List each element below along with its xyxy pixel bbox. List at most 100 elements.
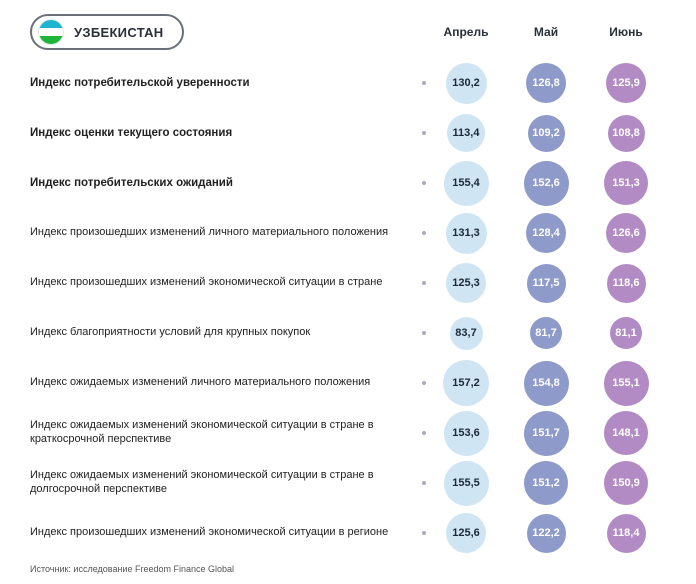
bubble: 155,5 bbox=[444, 461, 489, 506]
row-cells: 157,2 154,8 155,1 bbox=[426, 358, 666, 408]
bubble-cell: 155,1 bbox=[586, 358, 666, 408]
bubble-cell: 150,9 bbox=[586, 458, 666, 508]
table-row: Индекс ожидаемых изменений личного матер… bbox=[30, 358, 666, 408]
bubble-cell: 109,2 bbox=[506, 108, 586, 158]
bubble: 152,6 bbox=[524, 161, 569, 206]
row-connector-icon bbox=[416, 181, 426, 185]
table-row: Индекс произошедших изменений экономичес… bbox=[30, 508, 666, 558]
bubble-value: 148,1 bbox=[612, 427, 640, 439]
bubble-cell: 83,7 bbox=[426, 308, 506, 358]
bubble: 154,8 bbox=[524, 361, 569, 406]
row-connector-icon bbox=[416, 131, 426, 135]
month-header-june: Июнь bbox=[586, 25, 666, 39]
bubble-value: 155,1 bbox=[612, 377, 640, 389]
bubble-value: 126,8 bbox=[532, 77, 560, 89]
bubble: 108,8 bbox=[608, 115, 645, 152]
bubble-value: 128,4 bbox=[532, 227, 560, 239]
bubble: 81,1 bbox=[610, 317, 642, 349]
bubble-value: 151,3 bbox=[612, 177, 640, 189]
row-label: Индекс произошедших изменений экономичес… bbox=[30, 276, 416, 290]
bubble: 83,7 bbox=[450, 317, 483, 350]
row-cells: 130,2 126,8 125,9 bbox=[426, 58, 666, 108]
bubble-value: 155,5 bbox=[452, 477, 480, 489]
bubble-value: 108,8 bbox=[612, 127, 640, 139]
row-connector-icon bbox=[416, 281, 426, 285]
bubble-cell: 153,6 bbox=[426, 408, 506, 458]
row-label: Индекс потребительских ожиданий bbox=[30, 176, 416, 190]
bubble: 148,1 bbox=[604, 411, 648, 455]
bubble: 117,5 bbox=[527, 264, 566, 303]
bubble-cell: 154,8 bbox=[506, 358, 586, 408]
row-cells: 153,6 151,7 148,1 bbox=[426, 408, 666, 458]
bubble: 125,9 bbox=[606, 63, 646, 103]
bubble-value: 150,9 bbox=[612, 477, 640, 489]
bubble-cell: 157,2 bbox=[426, 358, 506, 408]
bubble: 109,2 bbox=[528, 115, 565, 152]
bubble: 128,4 bbox=[526, 213, 566, 253]
row-label: Индекс ожидаемых изменений экономической… bbox=[30, 419, 416, 447]
month-header-may: Май bbox=[506, 25, 586, 39]
bubble-value: 122,2 bbox=[532, 527, 560, 539]
row-connector-icon bbox=[416, 81, 426, 85]
row-connector-icon bbox=[416, 381, 426, 385]
bubble-value: 109,2 bbox=[532, 127, 560, 139]
row-label: Индекс произошедших изменений экономичес… bbox=[30, 526, 416, 540]
bubble: 125,6 bbox=[446, 513, 486, 553]
table-row: Индекс произошедших изменений личного ма… bbox=[30, 208, 666, 258]
table-row: Индекс потребительской уверенности130,21… bbox=[30, 58, 666, 108]
bubble: 153,6 bbox=[444, 411, 489, 456]
row-cells: 155,5151,2150,9 bbox=[426, 458, 666, 508]
month-header-april: Апрель bbox=[426, 25, 506, 39]
bubble: 126,8 bbox=[526, 63, 566, 103]
bubble-cell: 125,9 bbox=[586, 58, 666, 108]
table-row: Индекс оценки текущего состояния 113,4 109… bbox=[30, 108, 666, 158]
row-label: Индекс благоприятности условий для крупн… bbox=[30, 326, 416, 340]
row-label: Индекс ожидаемых изменений личного матер… bbox=[30, 376, 416, 390]
bubble-value: 154,8 bbox=[532, 377, 560, 389]
bubble-cell: 81,7 bbox=[506, 308, 586, 358]
bubble-value: 125,9 bbox=[612, 77, 640, 89]
source-caption: Источник: исследование Freedom Finance G… bbox=[30, 564, 666, 574]
row-cells: 83,7 81,7 81,1 bbox=[426, 308, 666, 358]
bubble-cell: 125,3 bbox=[426, 258, 506, 308]
row-cells: 131,3 128,4 126,6 bbox=[426, 208, 666, 258]
row-label: Индекс оценки текущего состояния bbox=[30, 126, 416, 140]
row-cells: 155,4 152,6 151,3 bbox=[426, 158, 666, 208]
bubble-cell: 151,7 bbox=[506, 408, 586, 458]
bubble: 151,7 bbox=[524, 411, 569, 456]
bubble-cell: 122,2 bbox=[506, 508, 586, 558]
bubble-value: 125,6 bbox=[452, 527, 480, 539]
bubble-cell: 126,6 bbox=[586, 208, 666, 258]
bubble-value: 157,2 bbox=[452, 377, 480, 389]
bubble: 125,3 bbox=[446, 263, 486, 303]
month-headers: Апрель Май Июнь bbox=[426, 25, 666, 39]
bubble-value: 81,7 bbox=[535, 327, 556, 339]
bubble-cell: 113,4 bbox=[426, 108, 506, 158]
flag-uzbekistan-icon bbox=[38, 19, 64, 45]
row-cells: 113,4 109,2 108,8 bbox=[426, 108, 666, 158]
bubble-cell: 148,1 bbox=[586, 408, 666, 458]
bubble-value: 125,3 bbox=[452, 277, 480, 289]
bubble-cell: 108,8 bbox=[586, 108, 666, 158]
table-row: Индекс потребительских ожиданий 155,4 152,… bbox=[30, 158, 666, 208]
bubble-cell: 118,6 bbox=[586, 258, 666, 308]
bubble: 113,4 bbox=[447, 114, 485, 152]
bubble-value: 118,4 bbox=[613, 527, 640, 539]
header-row: УЗБЕКИСТАН Апрель Май Июнь bbox=[30, 14, 666, 50]
bubble-value: 126,6 bbox=[612, 227, 640, 239]
row-connector-icon bbox=[416, 531, 426, 535]
row-cells: 125,6 122,2 118,4 bbox=[426, 508, 666, 558]
bubble-value: 152,6 bbox=[532, 177, 560, 189]
bubble: 118,4 bbox=[607, 514, 646, 553]
bubble: 130,2 bbox=[446, 63, 487, 104]
bubble: 155,4 bbox=[444, 161, 489, 206]
bubble-cell: 155,5 bbox=[426, 458, 506, 508]
bubble-cell: 118,4 bbox=[586, 508, 666, 558]
bubble-cell: 131,3 bbox=[426, 208, 506, 258]
data-rows: Индекс потребительской уверенности130,21… bbox=[30, 58, 666, 558]
bubble-value: 118,6 bbox=[613, 277, 640, 289]
row-connector-icon bbox=[416, 331, 426, 335]
bubble-value: 153,6 bbox=[452, 427, 480, 439]
bubble-cell: 151,3 bbox=[586, 158, 666, 208]
row-label: Индекс ожидаемых изменений экономической… bbox=[30, 469, 416, 497]
